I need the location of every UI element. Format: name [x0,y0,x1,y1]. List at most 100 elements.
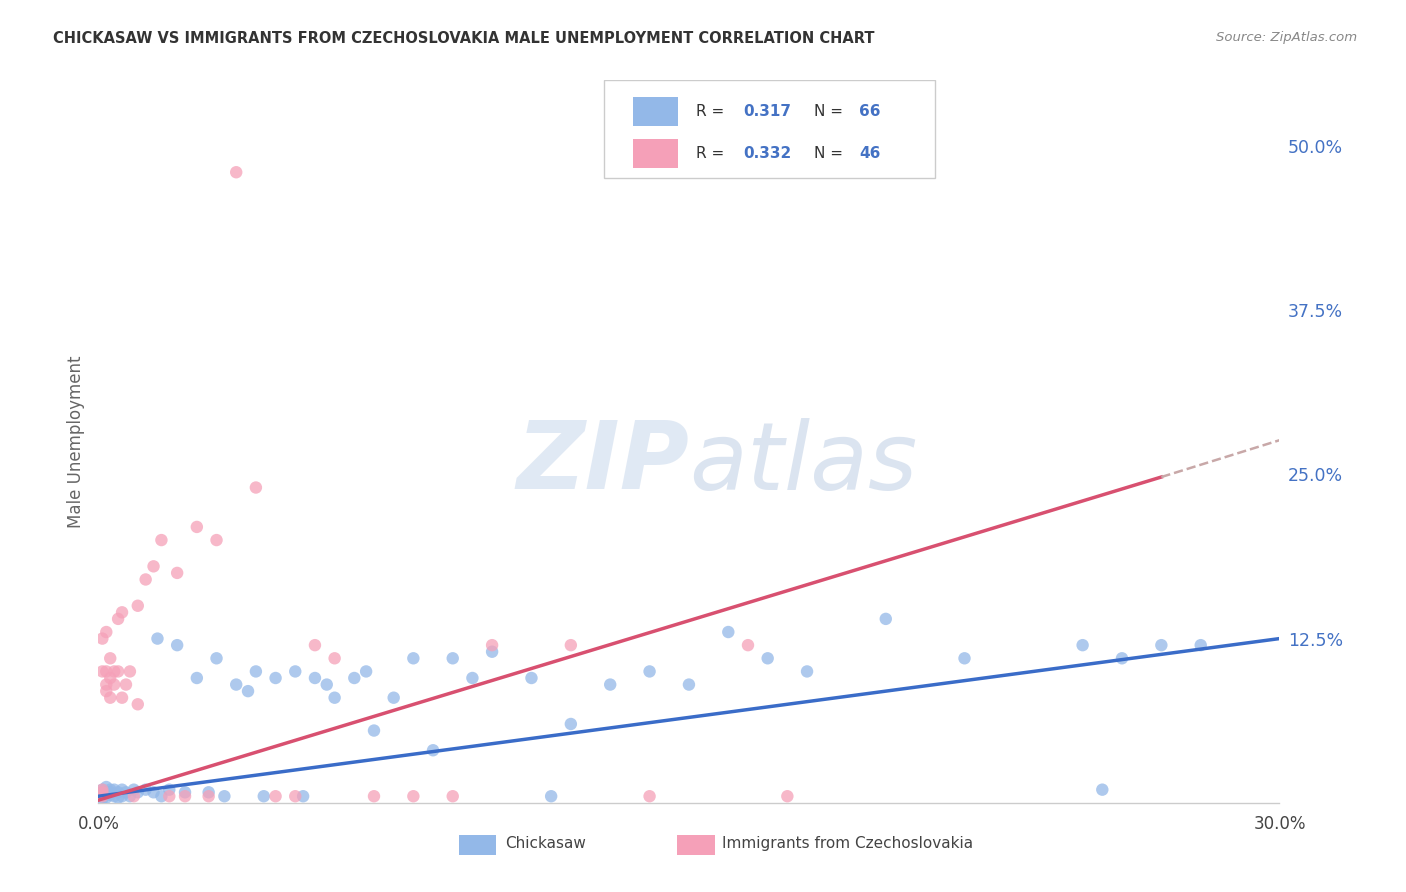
Point [264,671,287,685]
Point [205,533,228,547]
Point [402,789,425,804]
Point [115,677,138,691]
Point [678,677,700,691]
Y-axis label: Male Unemployment: Male Unemployment [66,355,84,528]
Point [96,684,118,698]
Point [599,677,621,691]
Point [481,638,503,652]
Text: ZIP: ZIP [516,417,689,509]
Point [135,782,157,797]
Point [96,790,118,805]
Text: Chickasaw: Chickasaw [505,836,585,851]
Point [98,651,121,665]
Point [98,690,121,705]
Point [135,573,157,587]
Point [150,533,173,547]
Point [115,785,138,799]
Point [264,789,287,804]
Point [422,743,444,757]
Text: Source: ZipAtlas.com: Source: ZipAtlas.com [1216,31,1357,45]
Text: Immigrants from Czechoslovakia: Immigrants from Czechoslovakia [723,836,973,851]
Point [96,625,118,640]
Point [315,677,337,691]
Point [953,651,976,665]
Point [157,782,180,797]
Point [323,651,346,665]
Point [304,638,326,652]
Point [107,612,129,626]
Point [122,789,145,804]
Point [225,677,247,691]
Point [166,638,188,652]
Point [520,671,543,685]
Point [127,785,149,799]
Point [225,165,247,179]
Point [146,632,169,646]
Point [91,785,114,799]
Point [796,665,818,679]
Point [560,717,582,731]
Point [363,789,385,804]
Point [186,671,208,685]
Point [111,789,134,804]
FancyBboxPatch shape [634,97,678,126]
FancyBboxPatch shape [605,80,935,178]
Point [284,789,307,804]
FancyBboxPatch shape [678,835,714,855]
Point [166,566,188,580]
Text: CHICKASAW VS IMMIGRANTS FROM CZECHOSLOVAKIA MALE UNEMPLOYMENT CORRELATION CHART: CHICKASAW VS IMMIGRANTS FROM CZECHOSLOVA… [53,31,875,46]
Point [142,785,165,799]
Point [107,785,129,799]
Point [197,785,219,799]
Point [91,665,114,679]
Point [91,789,114,804]
Point [638,665,661,679]
Point [323,690,346,705]
Point [91,792,114,806]
Point [98,782,121,797]
Point [382,690,405,705]
Point [540,789,562,804]
Text: N =: N = [814,145,848,161]
Point [1071,638,1094,652]
Point [197,789,219,804]
Point [284,665,307,679]
Point [103,677,125,691]
Point [717,625,740,640]
FancyBboxPatch shape [634,139,678,168]
Point [253,789,276,804]
Point [236,684,259,698]
Point [481,645,503,659]
Point [91,789,114,804]
Point [875,612,897,626]
Point [174,789,197,804]
Point [441,651,464,665]
Point [354,665,377,679]
Point [96,665,118,679]
Point [461,671,484,685]
Point [118,789,141,804]
Text: R =: R = [696,103,730,119]
Point [91,785,114,799]
Point [107,665,129,679]
Point [1091,782,1114,797]
Text: 0.332: 0.332 [744,145,792,161]
Point [122,782,145,797]
Point [103,782,125,797]
Point [560,638,582,652]
Text: R =: R = [696,145,730,161]
Point [1111,651,1133,665]
Point [98,785,121,799]
Text: 46: 46 [859,145,880,161]
Point [111,605,134,619]
Point [103,789,125,804]
Point [174,785,197,799]
Point [245,665,267,679]
Point [205,651,228,665]
Point [111,782,134,797]
Point [1150,638,1173,652]
Point [756,651,779,665]
Point [91,782,114,797]
Point [186,520,208,534]
Point [245,481,267,495]
